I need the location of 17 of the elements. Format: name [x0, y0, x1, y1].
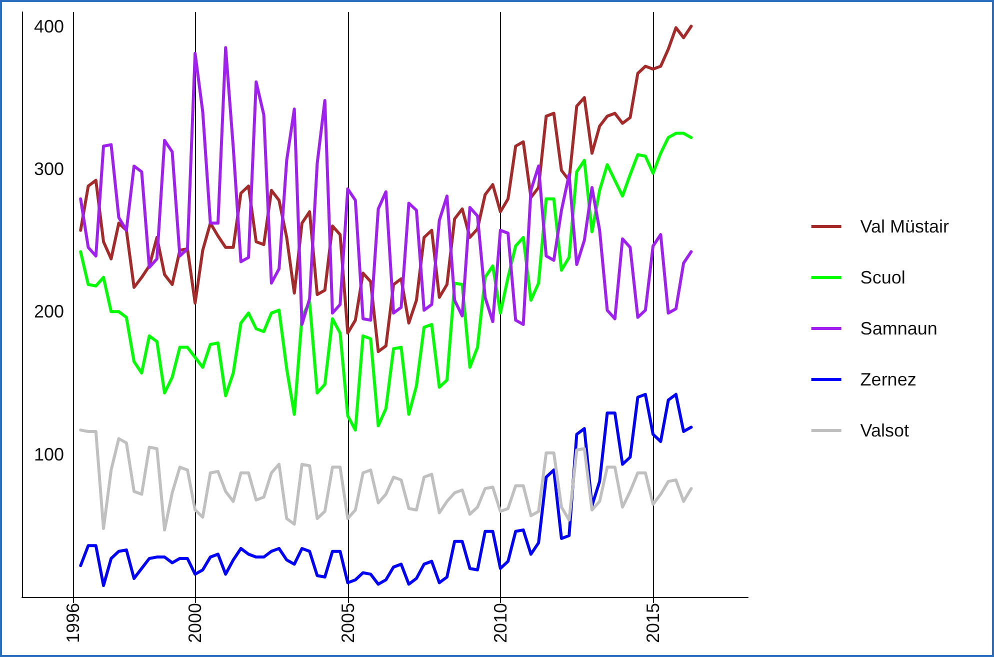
line-series	[79, 428, 693, 532]
legend-label: Valsot	[860, 420, 910, 440]
line-series	[79, 132, 693, 432]
x-tick-label: 2015	[643, 603, 664, 644]
x-tick-label: 2005	[338, 603, 358, 644]
legend-label: Scuol	[860, 268, 906, 288]
y-tick-label: 100	[34, 444, 64, 464]
legend-label: Samnaun	[860, 318, 938, 338]
legend-label: Zernez	[860, 370, 916, 390]
y-tick-label: 400	[34, 16, 64, 36]
line-series	[79, 392, 693, 588]
y-tick-label: 300	[34, 158, 64, 179]
x-tick-label: 2010	[490, 603, 510, 644]
y-tick-label: 200	[34, 302, 64, 322]
x-tick-label: 2000	[185, 603, 206, 644]
x-tick-label: 1996	[62, 603, 83, 644]
legend-label: Val Müstair	[860, 216, 950, 236]
